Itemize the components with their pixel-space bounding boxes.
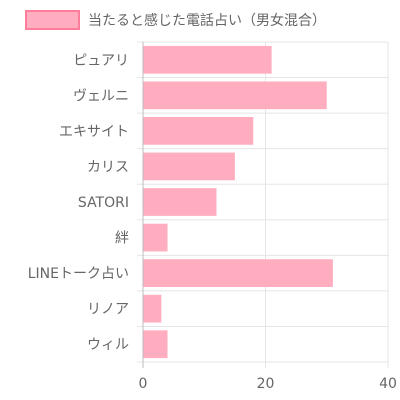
x-tick-label: 40 — [379, 376, 397, 392]
category-label: LINEトーク占い — [28, 266, 129, 282]
bar[interactable] — [143, 294, 162, 323]
bars — [143, 45, 333, 359]
category-label: 絆 — [115, 231, 129, 247]
bar[interactable] — [143, 45, 272, 74]
bar[interactable] — [143, 152, 235, 181]
legend-label: 当たると感じた電話占い（男女混合） — [88, 12, 326, 29]
bar[interactable] — [143, 259, 333, 287]
x-tick-label: 0 — [139, 376, 148, 392]
bar[interactable] — [143, 223, 168, 252]
category-label: ウィル — [87, 337, 129, 353]
legend-swatch — [25, 10, 80, 30]
category-label: カリス — [87, 159, 129, 175]
category-label: ピュアリ — [73, 53, 129, 69]
category-label: SATORI — [78, 195, 129, 211]
bar[interactable] — [143, 81, 327, 110]
x-tick-label: 20 — [257, 376, 275, 392]
grid — [137, 41, 389, 368]
x-tick-labels: 0 20 40 — [139, 376, 397, 392]
bar[interactable] — [143, 188, 217, 216]
category-label: エキサイト — [59, 124, 129, 140]
bar[interactable] — [143, 330, 168, 359]
legend[interactable]: 当たると感じた電話占い（男女混合） — [25, 10, 326, 30]
bar[interactable] — [143, 117, 254, 145]
category-label: ヴェルニ — [73, 87, 129, 104]
category-label: リノア — [87, 302, 129, 318]
